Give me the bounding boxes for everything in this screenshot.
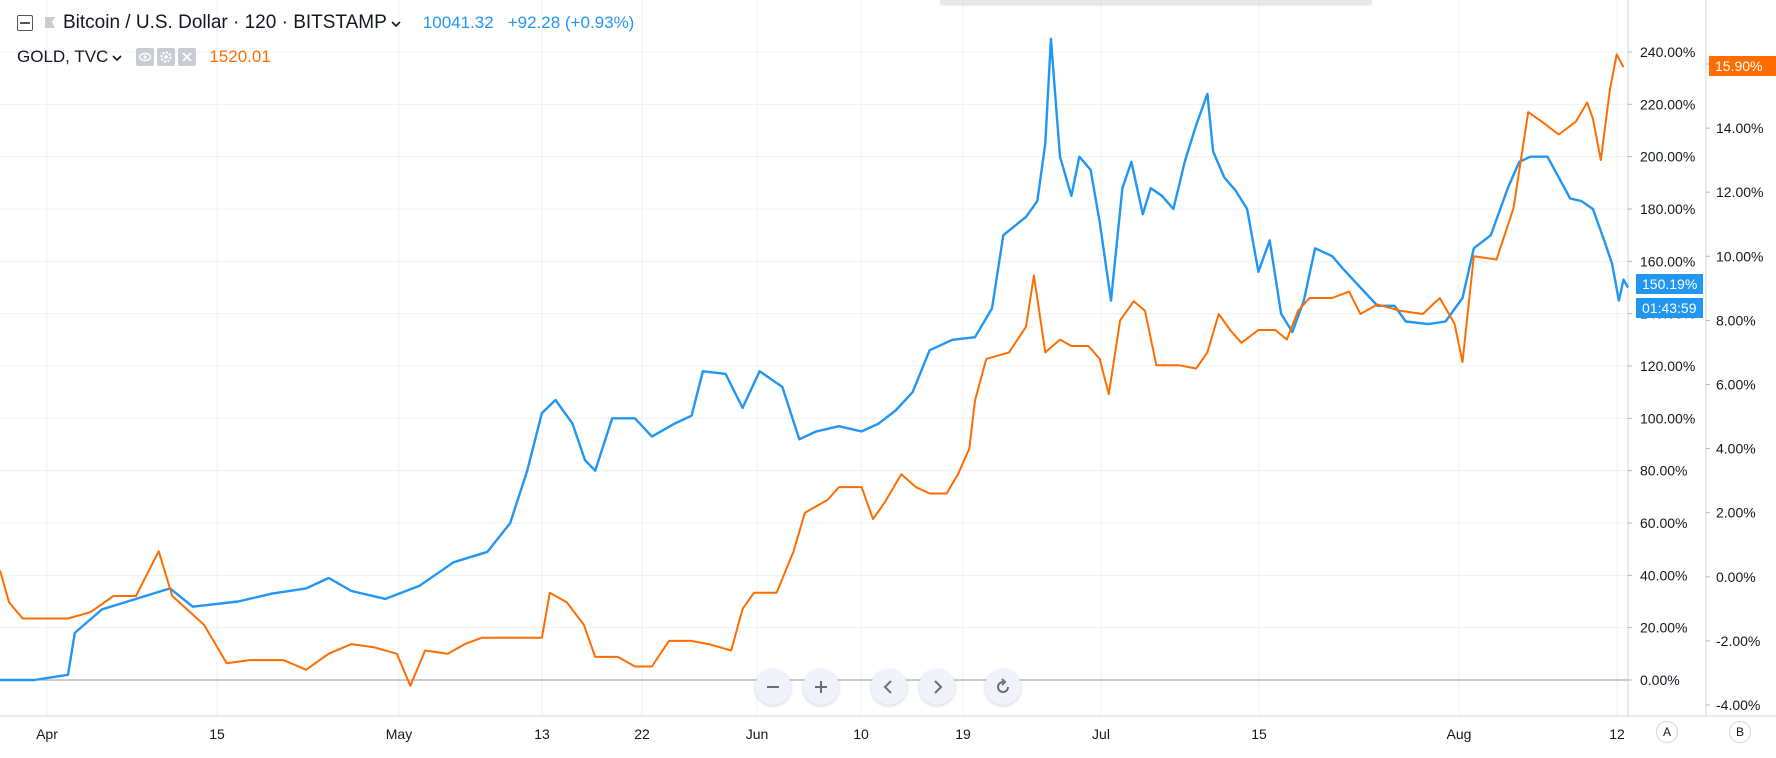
eye-icon[interactable] <box>136 48 155 66</box>
collapse-legend-icon[interactable] <box>17 15 33 31</box>
left-axis-tick-label: 60.00% <box>1640 515 1687 531</box>
chevron-left-icon <box>883 680 892 694</box>
legend-main-series: Bitcoin / U.S. Dollar · 120 · BITSTAMP 1… <box>0 8 634 38</box>
right-axis-tick-label: 8.00% <box>1716 312 1756 328</box>
time-axis-tick-label: 22 <box>634 726 650 742</box>
scroll-right-button[interactable] <box>919 669 955 705</box>
time-axis-tick-label: 10 <box>853 726 869 742</box>
right-axis-tick-label: -2.00% <box>1716 633 1760 649</box>
reset-chart-button[interactable] <box>985 669 1021 705</box>
plus-icon <box>815 681 827 693</box>
time-axis-tick-label: 15 <box>1251 726 1267 742</box>
scroll-left-button[interactable] <box>871 669 907 705</box>
time-axis-tick-label: 12 <box>1609 726 1625 742</box>
time-axis-tick-label: 13 <box>534 726 550 742</box>
left-axis-tick-label: 100.00% <box>1640 410 1695 426</box>
main-symbol-title[interactable]: Bitcoin / U.S. Dollar · 120 · BITSTAMP <box>63 12 387 33</box>
time-axis-tick-label: 15 <box>209 726 225 742</box>
time-axis-tick-label: Jul <box>1092 726 1110 742</box>
right-axis-tick-label: -4.00% <box>1716 697 1760 713</box>
flag-icon[interactable] <box>43 16 57 30</box>
time-axis-tick-label: 19 <box>955 726 971 742</box>
right-axis-tick-label: 2.00% <box>1716 505 1756 521</box>
minus-icon <box>767 686 779 688</box>
top-toolbar-handle[interactable] <box>940 0 1372 4</box>
gold-percent-badge: 15.90% <box>1709 56 1776 76</box>
chevron-down-icon[interactable] <box>112 50 122 65</box>
scale-b-button[interactable]: B <box>1729 721 1751 743</box>
main-price: 10041.32 <box>422 13 494 32</box>
left-axis-tick-label: 240.00% <box>1640 44 1695 60</box>
left-axis-tick-label: 200.00% <box>1640 149 1695 165</box>
zoom-out-button[interactable] <box>755 669 791 705</box>
time-axis-tick-label: Jun <box>746 726 769 742</box>
gear-icon[interactable] <box>157 48 176 66</box>
right-axis-tick-label: 0.00% <box>1716 569 1756 585</box>
left-axis-tick-label: 0.00% <box>1640 672 1680 688</box>
left-axis-tick-label: 20.00% <box>1640 620 1687 636</box>
legend-compare-series: GOLD, TVC 1520.01 <box>0 44 271 70</box>
zoom-in-button[interactable] <box>803 669 839 705</box>
scale-a-button[interactable]: A <box>1656 721 1678 743</box>
countdown-badge: 01:43:59 <box>1636 298 1703 318</box>
left-axis-tick-label: 40.00% <box>1640 567 1687 583</box>
btc-series-line <box>0 37 1630 682</box>
time-axis-tick-label: Apr <box>36 726 58 742</box>
left-axis-tick-label: 160.00% <box>1640 253 1695 269</box>
reset-icon <box>997 678 1009 693</box>
close-icon[interactable] <box>178 48 197 66</box>
compare-symbol-title[interactable]: GOLD, TVC <box>17 47 109 66</box>
main-change: +92.28 (+0.93%) <box>507 13 635 32</box>
compare-price: 1520.01 <box>209 47 271 66</box>
btc-percent-badge: 150.19% <box>1636 274 1704 294</box>
time-axis-tick-label: Aug <box>1447 726 1472 742</box>
right-axis-tick-label: 6.00% <box>1716 377 1756 393</box>
right-axis-tick-label: 4.00% <box>1716 441 1756 457</box>
left-axis-tick-label: 220.00% <box>1640 96 1695 112</box>
left-axis-tick-label: 180.00% <box>1640 201 1695 217</box>
left-axis-tick-label: 80.00% <box>1640 463 1687 479</box>
chevron-right-icon <box>934 680 943 694</box>
chevron-down-icon[interactable] <box>391 16 401 31</box>
time-axis-tick-label: May <box>386 726 412 742</box>
gold-series-line <box>0 53 1625 687</box>
right-axis-tick-label: 14.00% <box>1716 120 1763 136</box>
right-axis-tick-label: 12.00% <box>1716 184 1763 200</box>
right-axis-tick-label: 10.00% <box>1716 248 1763 264</box>
left-axis-tick-label: 120.00% <box>1640 358 1695 374</box>
